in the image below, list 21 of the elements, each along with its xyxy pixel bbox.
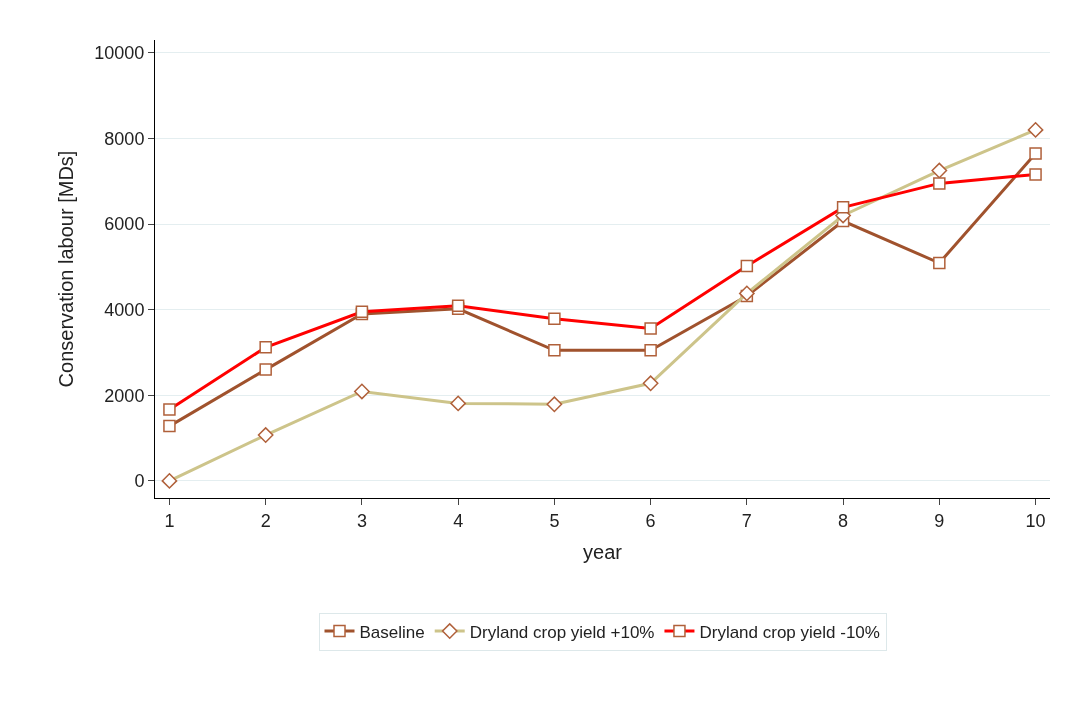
legend-label: Dryland crop yield +10% — [469, 622, 655, 642]
x-tick-label: 6 — [645, 510, 656, 531]
y-tick-label: 6000 — [104, 214, 145, 235]
y-tick-label: 8000 — [104, 128, 145, 149]
x-tick-label: 1 — [164, 510, 175, 531]
x-tick-label: 8 — [838, 510, 849, 531]
x-tick-label: 2 — [260, 510, 271, 531]
x-tick-label: 5 — [549, 510, 560, 531]
x-tick-label: 3 — [356, 510, 367, 531]
y-tick-label: 2000 — [104, 385, 145, 406]
x-tick-label: 7 — [741, 510, 752, 531]
y-axis-title: Conservation labour [MDs] — [54, 150, 77, 388]
x-axis-title: year — [583, 541, 623, 564]
x-tick-label: 4 — [453, 510, 464, 531]
y-tick-label: 4000 — [104, 299, 145, 320]
x-tick-label: 10 — [1025, 510, 1046, 531]
y-tick-label: 10000 — [94, 43, 145, 64]
y-tick-label: 0 — [134, 471, 145, 492]
legend-label: Dryland crop yield -10% — [699, 622, 880, 642]
legend-label: Baseline — [359, 622, 425, 642]
x-tick-label: 9 — [934, 510, 945, 531]
